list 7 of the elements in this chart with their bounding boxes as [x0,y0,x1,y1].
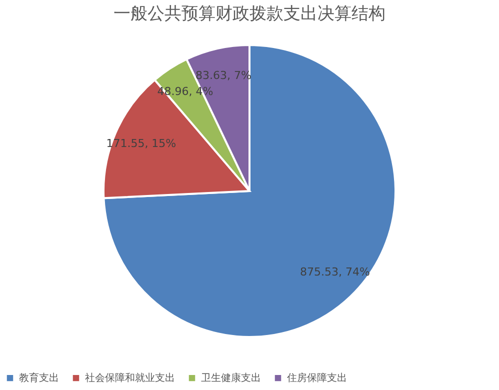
legend-label: 卫生健康支出 [201,372,261,384]
legend-label: 教育支出 [19,372,59,384]
data-label: 875.53, 74% [300,265,370,278]
legend-label: 社会保障和就业支出 [85,372,175,384]
pie-slice [102,44,396,338]
legend-label: 住房保障支出 [287,372,347,384]
chart-title: 一般公共预算财政拨款支出决算结构 [114,4,386,24]
